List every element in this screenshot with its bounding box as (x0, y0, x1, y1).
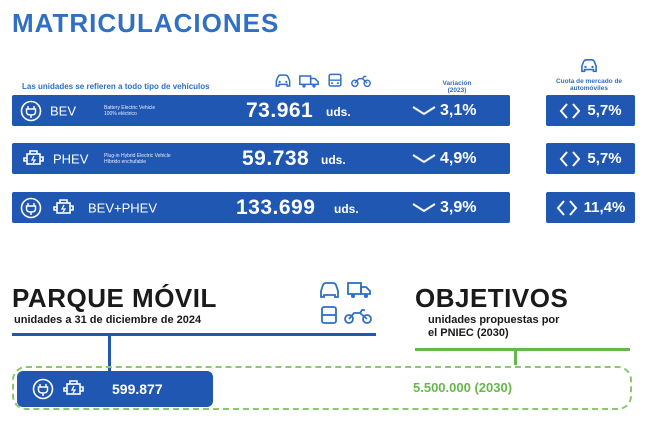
variation-header: Variación (2023) (432, 80, 482, 95)
parque-vehicle-icons (318, 279, 376, 329)
share-bev-phev: 11,4% (546, 192, 635, 223)
row-variation-value: 4,9% (440, 149, 477, 167)
truck-icon (299, 73, 319, 89)
units-note: Las unidades se refieren a todo tipo de … (22, 82, 210, 91)
comparison-container (12, 366, 632, 410)
row-value: 133.699 (236, 195, 316, 219)
car-icon (320, 282, 339, 298)
row-desc-line2: 100% eléctrico (104, 110, 137, 117)
row-desc-line2: Híbrido enchufable (104, 158, 146, 165)
car-icon (273, 73, 293, 89)
share-value: 11,4% (583, 199, 626, 216)
chevrons-icon (560, 150, 581, 167)
row-value: 73.961 (246, 98, 314, 122)
trend-down-icon (412, 202, 436, 212)
plug-icon (20, 100, 42, 122)
share-value: 5,7% (587, 102, 622, 119)
car-icon (578, 58, 600, 74)
row-desc-line1: Battery Electric Vehicle (104, 104, 156, 111)
row-label: PHEV (53, 151, 89, 166)
row-description: Battery Electric Vehicle 100% eléctrico (104, 105, 155, 117)
row-variation: 4,9% (412, 150, 476, 168)
variation-header-year: (2023) (447, 87, 467, 95)
objetivos-subtitle: unidades propuestas por el PNIEC (2030) (428, 314, 559, 339)
row-label: BEV+PHEV (88, 200, 158, 215)
engine-icon (22, 149, 46, 169)
share-bev: 5,7% (546, 95, 635, 126)
share-value: 5,7% (587, 150, 622, 167)
row-label: BEV (50, 103, 77, 118)
objetivos-subtitle-line2: el PNIEC (2030) (428, 326, 509, 339)
bus-icon (325, 73, 345, 89)
row-value: 59.738 (242, 146, 310, 170)
parque-subtitle: unidades a 31 de diciembre de 2024 (14, 314, 202, 326)
row-variation-value: 3,9% (440, 198, 477, 216)
row-description: Plug-in Hybrid Electric Vehicle Híbrido … (104, 153, 171, 165)
market-share-header: Cuota de mercado de automóviles (555, 78, 623, 93)
chevrons-icon (556, 199, 577, 216)
objetivo-value: 5.500.000 (2030) (413, 380, 513, 395)
parque-title: PARQUE MÓVIL (12, 283, 217, 313)
parque-connector (108, 333, 111, 373)
trend-down-icon (412, 153, 436, 163)
row-unit: uds. (326, 104, 351, 119)
vehicle-types (273, 73, 371, 89)
objetivos-subtitle-line1: unidades propuestas por (428, 314, 560, 326)
engine-icon (52, 198, 76, 218)
truck-icon (347, 282, 371, 295)
motorcycle-icon (351, 73, 371, 89)
objetivos-underline (415, 348, 630, 351)
row-unit: uds. (334, 201, 359, 216)
row-unit: uds. (321, 152, 346, 167)
objetivos-title: OBJETIVOS (415, 283, 569, 313)
row-bev-phev: BEV+PHEV 133.699 uds. 3,9% (12, 192, 510, 223)
chevrons-icon (560, 102, 581, 119)
parque-value-box (17, 371, 213, 407)
parque-underline (12, 333, 376, 336)
row-variation-value: 3,1% (440, 101, 477, 119)
engine-icon (62, 379, 86, 399)
plug-icon (32, 378, 54, 400)
row-variation: 3,1% (412, 102, 476, 120)
variation-header-label: Variación (442, 80, 472, 87)
trend-down-icon (412, 105, 436, 115)
page-title: MATRICULACIONES (12, 8, 280, 38)
bus-icon (321, 306, 337, 324)
row-phev: PHEV Plug-in Hybrid Electric Vehicle Híb… (12, 143, 510, 174)
motorcycle-icon (344, 309, 372, 324)
plug-icon (20, 197, 42, 219)
row-bev: BEV Battery Electric Vehicle 100% eléctr… (12, 95, 510, 126)
share-phev: 5,7% (546, 143, 635, 174)
parque-value: 599.877 (112, 381, 163, 397)
row-variation: 3,9% (412, 199, 476, 217)
objetivos-connector (514, 348, 517, 365)
row-desc-line1: Plug-in Hybrid Electric Vehicle (104, 152, 171, 159)
